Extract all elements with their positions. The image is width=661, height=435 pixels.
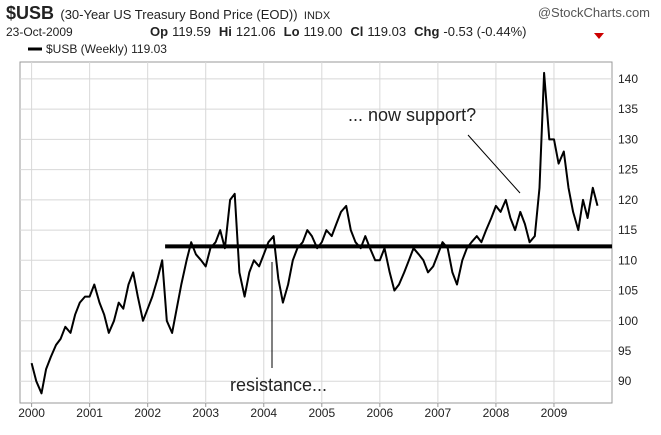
y-tick-label: 140 — [618, 72, 638, 86]
x-tick-label: 2003 — [192, 406, 219, 420]
y-tick-label: 105 — [618, 284, 638, 298]
quote-label: Cl — [350, 24, 363, 39]
quote-value: 119.59 — [172, 24, 211, 39]
y-tick-label: 95 — [618, 344, 632, 358]
quote-label: Hi — [219, 24, 232, 39]
y-tick-label: 120 — [618, 193, 638, 207]
y-tick-label: 90 — [618, 374, 632, 388]
legend-label: $USB (Weekly) 119.03 — [46, 42, 167, 56]
quote-value: 121.06 — [236, 24, 276, 39]
x-tick-label: 2004 — [250, 406, 277, 420]
date: 23-Oct-2009 — [6, 25, 73, 39]
y-tick-label: 135 — [618, 102, 638, 116]
x-tick-label: 2005 — [308, 406, 335, 420]
source: @StockCharts.com — [538, 5, 650, 20]
y-tick-label: 125 — [618, 163, 638, 177]
quote-label: Op — [150, 24, 168, 39]
exchange: INDX — [304, 10, 331, 22]
x-tick-label: 2001 — [76, 406, 103, 420]
y-tick-label: 115 — [618, 223, 637, 237]
quote-label: Lo — [284, 24, 300, 39]
quote-value: 119.00 — [304, 24, 343, 39]
down-arrow — [594, 33, 604, 39]
quote-value: -0.53 (-0.44%) — [443, 24, 526, 39]
price-line — [30, 71, 599, 395]
y-tick-label: 130 — [618, 132, 638, 146]
quote-value: 119.03 — [367, 24, 406, 39]
annotation: ... now support? — [348, 105, 476, 125]
security-name: (30-Year US Treasury Bond Price (EOD)) — [60, 7, 297, 22]
x-tick-label: 2007 — [425, 406, 452, 420]
annotation: resistance... — [230, 375, 327, 395]
symbol: $USB — [6, 3, 54, 23]
x-tick-label: 2008 — [483, 406, 510, 420]
y-tick-label: 100 — [618, 314, 638, 328]
x-tick-label: 2006 — [366, 406, 393, 420]
quotes: Op 119.59 Hi 121.06 Lo 119.00 Cl 119.03 Chg -0.53… — [150, 24, 526, 39]
header-title: $USB (30-Year US Treasury Bond Price (EO… — [6, 3, 331, 23]
annotation-pointer — [467, 134, 521, 194]
y-tick-label: 110 — [618, 253, 637, 267]
plot-frame — [19, 61, 613, 404]
x-tick-label: 2009 — [541, 406, 568, 420]
x-tick-label: 2000 — [18, 406, 45, 420]
x-tick-label: 2002 — [134, 406, 161, 420]
quote-label: Chg — [414, 24, 439, 39]
